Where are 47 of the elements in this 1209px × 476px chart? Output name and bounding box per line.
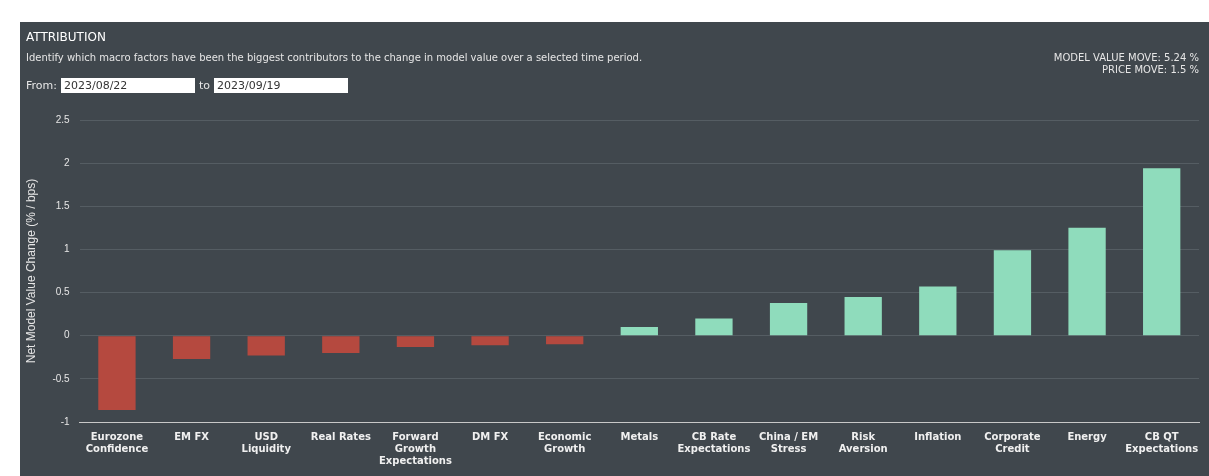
x-tick-label: Metals xyxy=(620,430,659,442)
bar xyxy=(396,336,435,347)
bar xyxy=(172,336,211,360)
bar xyxy=(919,286,957,336)
chart-title: ATTRIBUTION xyxy=(26,30,106,44)
text: PRICE MOVE: 1.5 % xyxy=(1100,64,1199,76)
x-tick-label: Economic Growth xyxy=(537,430,592,454)
x-tick-label: DM FX xyxy=(471,430,509,442)
x-tick-label: USD Liquidity xyxy=(241,430,292,454)
text: MODEL VALUE MOVE: 5.24 % xyxy=(1053,52,1199,64)
text: 2023/08/22 xyxy=(60,78,195,93)
y-tick-label: -1 xyxy=(60,415,71,427)
bar xyxy=(993,250,1032,336)
x-tick-label: Risk Aversion xyxy=(838,430,888,454)
bar xyxy=(844,296,882,336)
bar xyxy=(620,327,658,336)
y-tick-label: 2.5 xyxy=(55,113,71,125)
y-axis-title: Net Model Value Change (% / bps) xyxy=(23,178,38,364)
y-tick-label: 0 xyxy=(64,329,71,341)
bar xyxy=(695,318,733,336)
y-tick-label: 2 xyxy=(64,156,71,168)
bar xyxy=(769,302,808,336)
x-tick-label: Real Rates xyxy=(310,430,371,442)
x-tick-label: Energy xyxy=(1067,430,1108,442)
x-tick-label: Forward Growth Expectations xyxy=(379,430,452,466)
chart-subtitle: Identify which macro factors have been the biggest contributors to the change in model value over a selected time period. xyxy=(26,52,643,63)
bar xyxy=(1068,227,1106,336)
y-tick-label: 0.5 xyxy=(55,286,71,298)
text: to xyxy=(198,79,211,92)
text: 2023/09/19 xyxy=(214,78,349,93)
bar xyxy=(1143,168,1181,336)
text: From: xyxy=(26,79,57,92)
x-tick-label: China / EM Stress xyxy=(758,430,819,454)
x-tick-label: CB QT Expectations xyxy=(1125,430,1199,454)
x-tick-label: CB Rate Expectations xyxy=(677,430,751,454)
x-tick-label: EM FX xyxy=(174,430,210,442)
bar xyxy=(322,336,360,353)
bar xyxy=(546,336,584,345)
y-tick-label: -0.5 xyxy=(52,372,71,384)
x-tick-label: Corporate Credit xyxy=(984,430,1041,454)
y-tick-label: 1.5 xyxy=(55,200,71,212)
bar xyxy=(471,336,509,346)
x-tick-label: Eurozone Confidence xyxy=(85,430,149,454)
y-tick-label: 1 xyxy=(64,243,71,255)
bar xyxy=(98,336,136,410)
x-tick-label: Inflation xyxy=(914,430,962,442)
bar xyxy=(247,336,285,356)
